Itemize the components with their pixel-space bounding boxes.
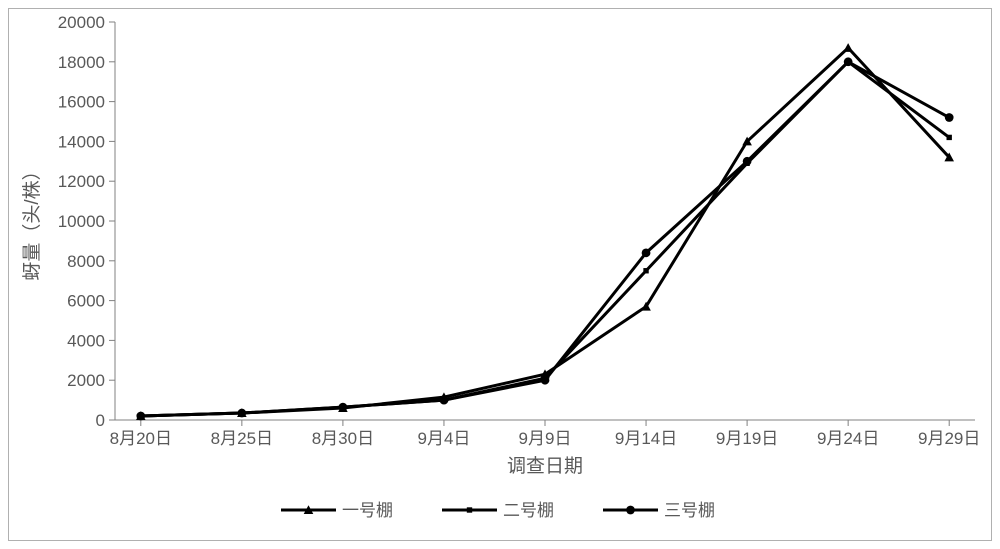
chart-container: 0200040006000800010000120001400016000180… (0, 0, 1000, 549)
chart-frame (8, 8, 992, 541)
